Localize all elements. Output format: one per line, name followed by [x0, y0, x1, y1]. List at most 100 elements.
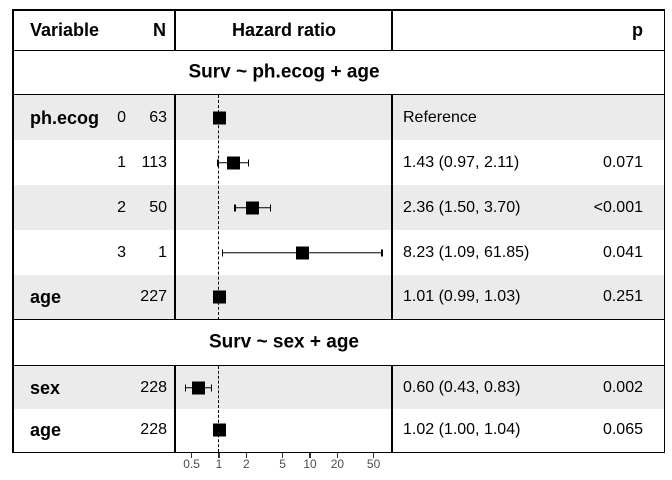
ci-cap-high: [381, 249, 383, 256]
table-row: 3 1 8.23 (1.09, 61.85) 0.041: [12, 230, 665, 275]
n-value: 228: [140, 378, 167, 396]
ci-cap-high: [210, 384, 213, 391]
ci-plot-cell: [175, 366, 392, 409]
axis-tick: [336, 453, 339, 458]
estimate-label: 1.43 (0.97, 2.11): [403, 153, 520, 171]
column-divider: [391, 95, 393, 320]
reference-line: [218, 95, 220, 320]
reference-line: [218, 366, 220, 452]
grid-line: [12, 364, 665, 366]
axis-tick-label: 5: [279, 457, 286, 471]
hr-point-marker: [295, 246, 309, 259]
estimate-label: 8.23 (1.09, 61.85): [403, 243, 530, 261]
variable-label: age: [30, 286, 62, 307]
hr-point-marker: [246, 201, 260, 214]
axis-tick-label: 2: [243, 457, 250, 471]
axis-tick: [281, 453, 284, 458]
table-row: ph.ecog 0 63 Reference: [12, 95, 665, 140]
variable-label: sex: [30, 377, 61, 398]
estimate-label: Reference: [403, 108, 477, 126]
n-value: 228: [140, 421, 167, 439]
grid-line: [12, 49, 665, 51]
hr-point-marker: [226, 156, 240, 169]
column-divider: [391, 9, 393, 51]
axis-tick-label: 0.5: [183, 457, 200, 471]
section-title: Surv ~ sex + age: [209, 331, 359, 353]
column-divider: [391, 366, 393, 452]
column-divider: [174, 95, 176, 320]
table-row: sex 228 0.60 (0.43, 0.83) 0.002: [12, 366, 665, 409]
axis-tick-label: 50: [366, 457, 381, 471]
axis-tick: [372, 453, 375, 458]
table-row: age 227 1.01 (0.99, 1.03) 0.251: [12, 275, 665, 319]
header-hazard-ratio: Hazard ratio: [231, 20, 337, 40]
section-title: Surv ~ ph.ecog + age: [188, 61, 380, 83]
table-border-left: [12, 9, 14, 453]
axis-tick: [245, 453, 248, 458]
ci-cap-high: [247, 159, 250, 166]
table-row: 2 50 2.36 (1.50, 3.70) <0.001: [12, 185, 665, 230]
grid-line: [12, 93, 665, 95]
column-divider: [174, 366, 176, 452]
level-value: 2: [117, 198, 126, 216]
axis-tick-label: 20: [330, 457, 345, 471]
estimate-label: 2.36 (1.50, 3.70): [403, 198, 521, 216]
n-value: 227: [140, 287, 167, 305]
table-row: 1 113 1.43 (0.97, 2.11) 0.071: [12, 140, 665, 185]
p-value: 0.071: [602, 153, 643, 171]
hr-point-marker: [192, 381, 206, 394]
ci-plot-cell: [175, 140, 392, 185]
axis-tick: [309, 453, 311, 458]
estimate-label: 0.60 (0.43, 0.83): [403, 378, 521, 396]
axis-tick-label: 10: [303, 457, 317, 471]
p-value: <0.001: [593, 198, 643, 216]
ci-plot-cell: [175, 230, 392, 275]
table-border-bottom: [12, 451, 665, 453]
p-value: 0.041: [602, 243, 643, 261]
p-value: 0.251: [602, 287, 643, 305]
axis-tick: [218, 453, 220, 458]
hr-point-marker: [213, 423, 227, 437]
variable-label: age: [30, 420, 62, 441]
estimate-label: 1.02 (1.00, 1.04): [403, 421, 521, 439]
ci-cap-high: [269, 204, 272, 211]
row-band: [12, 366, 665, 409]
table-border-top: [12, 9, 665, 11]
n-value: 50: [149, 198, 167, 216]
column-divider: [174, 9, 176, 51]
n-value: 113: [141, 153, 167, 171]
table-border-right: [663, 9, 665, 453]
ci-plot-cell: [175, 409, 392, 452]
row-band: [12, 275, 665, 319]
hr-point-marker: [212, 290, 226, 304]
header-p: p: [632, 20, 643, 40]
n-value: 63: [149, 108, 167, 126]
ci-cap-low: [221, 249, 224, 256]
ci-plot-cell: [175, 275, 392, 319]
ci-cap-low: [234, 204, 236, 211]
ci-cap-low: [217, 159, 219, 166]
ci-plot-cell: [175, 95, 392, 140]
section-header: Surv ~ sex + age: [12, 320, 665, 365]
header-variable: Variable: [30, 20, 100, 40]
row-band: [12, 95, 665, 140]
axis-tick-label: 1: [215, 457, 223, 471]
header-n: N: [153, 20, 166, 40]
level-value: 3: [117, 243, 126, 261]
table-row: age 228 1.02 (1.00, 1.04) 0.065: [12, 409, 665, 452]
p-value: 0.002: [602, 378, 643, 396]
n-value: 1: [158, 243, 167, 261]
variable-label: ph.ecog: [30, 107, 100, 128]
section-header: Surv ~ ph.ecog + age: [12, 51, 665, 94]
ci-plot-cell: [175, 185, 392, 230]
row-band: [12, 185, 665, 230]
grid-line: [12, 318, 665, 320]
header-row: Variable N Hazard ratio p: [12, 9, 665, 51]
level-value: 1: [117, 153, 126, 171]
ci-cap-low: [184, 384, 187, 391]
level-value: 0: [117, 108, 126, 126]
p-value: 0.065: [602, 421, 643, 439]
axis-tick: [190, 453, 193, 458]
estimate-label: 1.01 (0.99, 1.03): [403, 287, 521, 305]
